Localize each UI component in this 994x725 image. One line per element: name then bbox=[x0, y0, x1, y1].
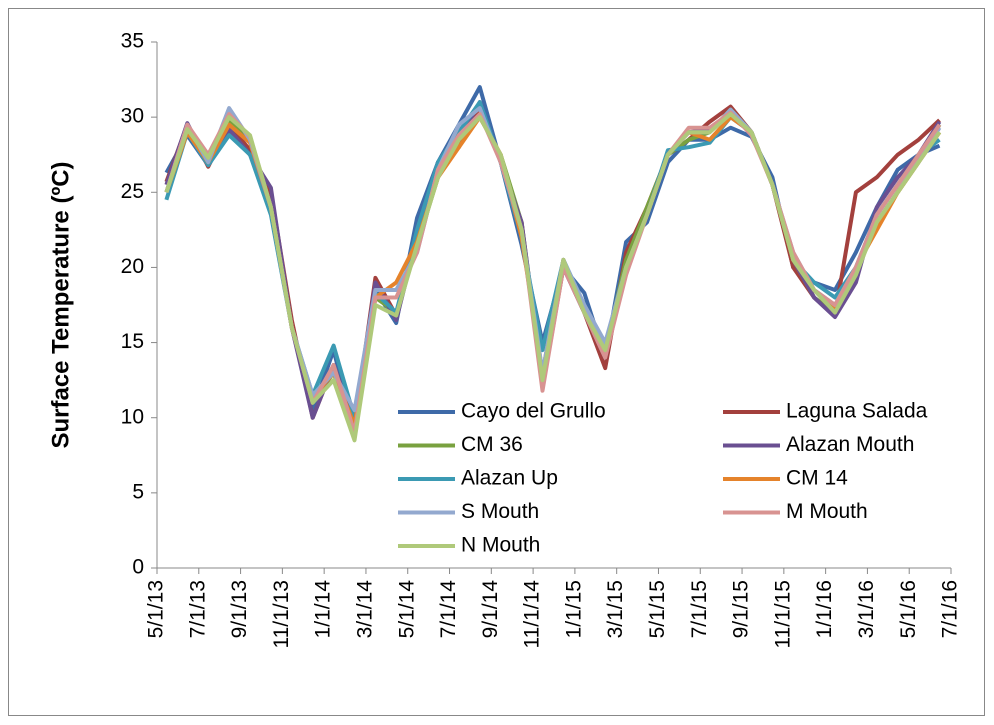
x-tick-label: 3/1/16 bbox=[855, 580, 878, 638]
legend-label: CM 36 bbox=[461, 433, 523, 456]
y-axis-title: Surface Temperature (ºC) bbox=[47, 161, 74, 448]
legend-label: Alazan Mouth bbox=[786, 433, 914, 456]
x-tick-label: 3/1/14 bbox=[353, 580, 376, 639]
y-tick-label: 10 bbox=[121, 405, 144, 428]
x-tick-label: 1/1/15 bbox=[562, 580, 585, 638]
y-tick-label: 15 bbox=[121, 330, 144, 353]
x-tick-label: 5/1/13 bbox=[145, 580, 168, 638]
legend-label: Laguna Salada bbox=[786, 400, 928, 423]
legend-label: N Mouth bbox=[461, 534, 540, 557]
legend-label: M Mouth bbox=[786, 500, 868, 523]
x-tick-label: 9/1/14 bbox=[479, 580, 502, 639]
x-tick-label: 7/1/16 bbox=[939, 580, 962, 638]
x-tick-label: 5/1/14 bbox=[395, 580, 418, 639]
x-tick-label: 11/1/13 bbox=[270, 580, 293, 649]
x-tick-label: 7/1/14 bbox=[437, 580, 460, 639]
x-tick-label: 5/1/16 bbox=[897, 580, 920, 638]
legend-label: S Mouth bbox=[461, 500, 539, 523]
y-tick-label: 35 bbox=[121, 30, 144, 53]
y-tick-label: 20 bbox=[121, 255, 144, 278]
y-tick-label: 30 bbox=[121, 105, 144, 128]
y-tick-label: 0 bbox=[132, 556, 144, 579]
legend-label: Alazan Up bbox=[461, 467, 558, 490]
series-line bbox=[164, 112, 942, 443]
x-tick-label: 11/1/15 bbox=[771, 580, 794, 649]
x-tick-label: 7/1/15 bbox=[688, 580, 711, 638]
chart-frame bbox=[8, 8, 985, 716]
legend-label: Cayo del Grullo bbox=[461, 400, 606, 423]
x-tick-label: 7/1/13 bbox=[186, 580, 209, 638]
x-tick-label: 1/1/14 bbox=[312, 580, 335, 639]
x-tick-label: 1/1/16 bbox=[813, 580, 836, 638]
x-tick-label: 11/1/14 bbox=[521, 580, 544, 649]
y-tick-label: 25 bbox=[121, 180, 144, 203]
y-tick-label: 5 bbox=[132, 480, 144, 503]
x-tick-label: 9/1/13 bbox=[228, 580, 251, 638]
x-tick-label: 3/1/15 bbox=[604, 580, 627, 638]
x-tick-label: 9/1/15 bbox=[730, 580, 753, 638]
legend-label: CM 14 bbox=[786, 467, 848, 490]
x-tick-label: 5/1/15 bbox=[646, 580, 669, 638]
